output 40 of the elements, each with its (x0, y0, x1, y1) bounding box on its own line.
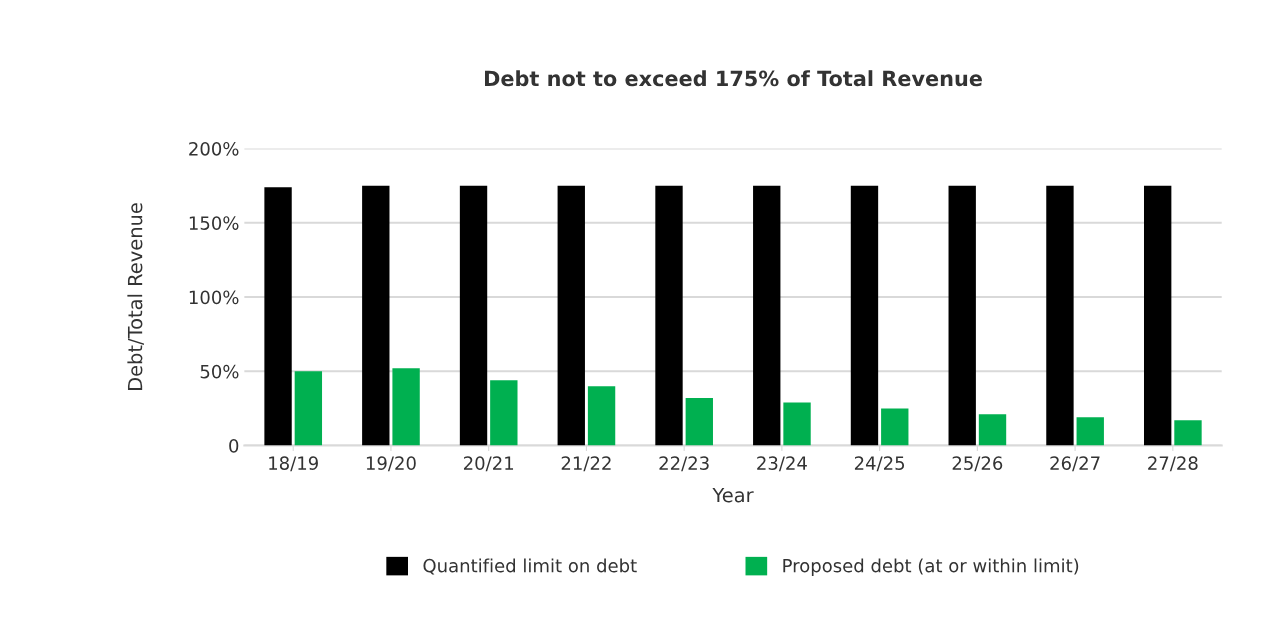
bar (294, 371, 323, 446)
bar (1046, 185, 1074, 446)
bar (1144, 185, 1172, 446)
bar (685, 398, 713, 446)
y-tick-label: 100% (189, 290, 239, 305)
y-tick-label: 200% (189, 141, 239, 156)
chart-title: Debt not to exceed 175% of Total Revenue (485, 70, 982, 87)
legend-label: Quantified limit on debt (423, 558, 637, 575)
x-tick-label: 25/26 (952, 456, 1003, 472)
bar (459, 185, 488, 446)
bar (948, 185, 976, 446)
bar (490, 380, 518, 446)
bar (392, 368, 420, 446)
x-tick-label: 19/20 (366, 456, 416, 472)
x-tick-label: 27/28 (1148, 456, 1198, 472)
x-tick-label: 26/27 (1050, 456, 1100, 472)
bar (655, 185, 683, 446)
bar (753, 185, 781, 446)
x-tick-label: 24/25 (854, 456, 905, 472)
bar (1076, 417, 1104, 446)
x-axis-title: Year (712, 487, 754, 503)
bar (978, 414, 1007, 446)
bar (850, 185, 879, 446)
x-tick-label: 22/23 (659, 456, 709, 472)
bar (587, 386, 616, 446)
bar (264, 187, 292, 446)
y-axis-title: Debt/Total Revenue (127, 203, 144, 390)
y-tick-label: 150% (189, 216, 239, 230)
bar (362, 185, 390, 446)
bar (1174, 420, 1202, 446)
x-tick-label: 20/21 (463, 456, 514, 472)
x-tick-label: 21/22 (561, 456, 611, 472)
legend-label: Proposed debt (at or within limit) (783, 558, 1079, 576)
x-tick-label: 23/24 (757, 456, 807, 472)
bar (783, 402, 811, 446)
bar (881, 408, 909, 446)
y-tick-label: 50% (200, 364, 239, 379)
bar (557, 185, 585, 446)
x-tick-label: 18/19 (269, 456, 318, 472)
y-tick-label: 0 (229, 439, 239, 453)
